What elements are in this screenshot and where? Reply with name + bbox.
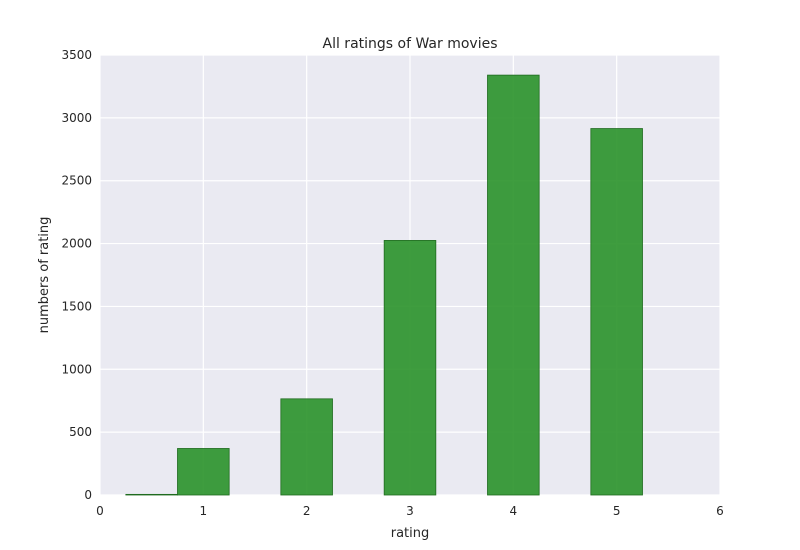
x-tick-label: 6 xyxy=(716,504,724,518)
bar-rating-5 xyxy=(590,128,643,496)
x-tick-labels: 0 1 2 3 4 5 6 xyxy=(96,504,724,518)
x-tick-label: 5 xyxy=(613,504,621,518)
bars-group xyxy=(125,74,643,496)
y-tick-label: 0 xyxy=(84,488,92,502)
y-tick-label: 3000 xyxy=(61,111,92,125)
y-tick-label: 3500 xyxy=(61,48,92,62)
y-tick-label: 2000 xyxy=(61,237,92,251)
y-axis-label: numbers of rating xyxy=(37,217,52,334)
x-tick-label: 2 xyxy=(303,504,311,518)
y-tick-label: 500 xyxy=(69,425,92,439)
y-tick-labels: 0 500 1000 1500 2000 2500 3000 3500 xyxy=(61,48,92,502)
x-tick-label: 0 xyxy=(96,504,104,518)
y-tick-label: 2500 xyxy=(61,174,92,188)
x-tick-label: 3 xyxy=(406,504,414,518)
x-tick-label: 4 xyxy=(510,504,518,518)
bar-rating-3 xyxy=(383,240,437,496)
x-tick-label: 1 xyxy=(200,504,208,518)
chart-title: All ratings of War movies xyxy=(323,36,498,52)
y-tick-label: 1000 xyxy=(61,362,92,376)
x-axis-label: rating xyxy=(391,526,430,541)
bar-rating-4 xyxy=(487,74,540,496)
bar-rating-0.5 xyxy=(125,493,178,496)
bar-rating-1 xyxy=(177,448,230,496)
bar-rating-2 xyxy=(280,398,333,496)
y-tick-label: 1500 xyxy=(61,299,92,313)
